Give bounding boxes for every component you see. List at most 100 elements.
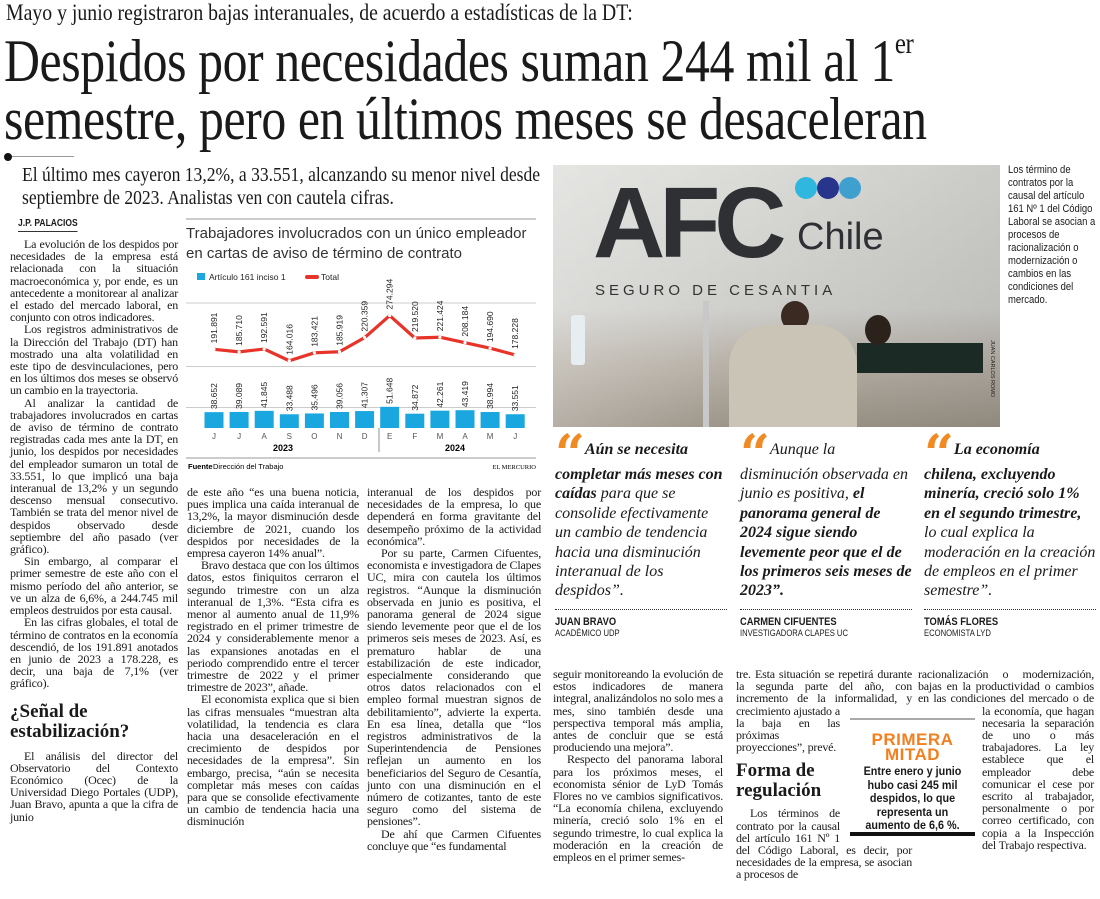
fact-box-title-2: MITAD — [884, 745, 941, 764]
total-value-label: 274.294 — [385, 279, 395, 310]
bar — [505, 414, 525, 428]
x-tick-label: N — [337, 432, 343, 441]
total-value-label: 194.690 — [485, 311, 495, 342]
pull-quote-flores: “La economía chilena, excluyendo minería… — [924, 429, 1096, 638]
total-value-label: 219.520 — [410, 301, 420, 332]
deck: El último mes cayeron 13,2%, a 33.551, a… — [22, 165, 541, 209]
logo-dot-icon — [817, 177, 839, 199]
bar — [279, 414, 299, 428]
bar-value-label: 41.845 — [259, 382, 269, 408]
article-column-1: La evolución de los despidos por necesid… — [10, 238, 178, 823]
logo-dot-icon — [839, 177, 861, 199]
quote-italic: lo cual explica la moderación en la crea… — [924, 524, 1096, 600]
year-label-2023: 2023 — [273, 443, 293, 453]
quote-italic: para que se consolide efectivamente un c… — [555, 485, 709, 600]
bar-value-label: 41.307 — [360, 382, 370, 408]
x-tick-label: J — [237, 432, 241, 441]
total-point — [513, 353, 517, 357]
total-value-label: 185.919 — [335, 315, 345, 346]
pull-quote-bravo: “Aún se necesita completar más meses con… — [555, 429, 727, 638]
x-tick-label: O — [311, 432, 317, 441]
bar-value-label: 38.994 — [485, 383, 495, 409]
quote-author: CARMEN CIFUENTES — [740, 615, 837, 628]
bar-value-label: 51.648 — [385, 378, 395, 404]
paragraph: En las cifras globales, el total de térm… — [10, 615, 178, 691]
bar-value-label: 42.261 — [435, 381, 445, 407]
chart: Trabajadores involucrados con un único e… — [180, 215, 540, 475]
paragraph: El análisis del director del Observatori… — [10, 748, 178, 824]
chart-svg: Trabajadores involucrados con un único e… — [186, 218, 536, 471]
source-label: Fuente — [188, 462, 213, 471]
legend-line-label: Total — [321, 272, 339, 282]
quote-bold: el panorama general de 2024 sigue siendo… — [740, 485, 912, 600]
paragraph: de este año “es una buena noticia, pues … — [187, 485, 359, 561]
afc-logo-text: AFC — [593, 167, 787, 279]
quote-bold: La economía chilena, excluyendo minería,… — [924, 441, 1082, 522]
quote-attribution: CARMEN CIFUENTES INVESTIGADORA CLAPES UC — [740, 608, 912, 638]
bar — [229, 411, 249, 428]
logo-dot-icon — [795, 177, 817, 199]
source-text: Dirección del Trabajo — [213, 462, 283, 471]
total-point — [212, 347, 216, 351]
fact-box-title-1: PRIMERA — [871, 730, 954, 749]
total-point — [312, 351, 316, 355]
x-tick-label: A — [262, 432, 268, 441]
paragraph: Por su parte, Carmen Cifuentes, economis… — [367, 546, 541, 829]
bar — [355, 411, 375, 428]
article-column-6: racionalización o modernización, bajas e… — [918, 668, 1094, 851]
total-value-label: 185.710 — [234, 315, 244, 346]
total-point — [388, 313, 392, 318]
monitor — [857, 343, 983, 373]
photo-caption: Los término de contratos por la causal d… — [1008, 164, 1096, 306]
subhead: ¿Señal de estabilización? — [10, 700, 130, 742]
total-value-label: 220.359 — [360, 301, 370, 332]
paragraph: La evolución de los despidos por necesid… — [10, 237, 178, 325]
bar — [204, 412, 224, 428]
bar-value-label: 38.652 — [209, 383, 219, 409]
article-column-3: interanual de los despidos por necesidad… — [367, 486, 541, 852]
x-tick-label: M — [487, 432, 494, 441]
paragraph: seguir monitoreando la evolución de esto… — [553, 667, 723, 755]
quote-text: “La economía chilena, excluyendo minería… — [924, 429, 1096, 601]
bar — [405, 413, 425, 428]
bar-value-label: 33.488 — [284, 385, 294, 411]
total-point — [438, 335, 442, 339]
x-tick-label: J — [212, 432, 216, 441]
chart-title-line-2: en cartas de aviso de término de contrat… — [186, 245, 462, 262]
year-label-2024: 2024 — [445, 443, 465, 453]
fact-box-body: Entre enero y junio hubo casi 245 mil de… — [863, 764, 962, 832]
quote-author: TOMÁS FLORES — [924, 615, 999, 628]
total-point — [463, 341, 467, 345]
total-point — [287, 359, 291, 363]
logo-sub-text: Chile — [797, 216, 884, 258]
paragraph: El economista explica que si bien las ci… — [187, 692, 359, 829]
divider-dot — [4, 153, 12, 161]
paragraph: interanual de los despidos por necesidad… — [367, 485, 541, 548]
bar — [330, 411, 349, 428]
paragraph: Bravo destaca que con los últimos datos,… — [187, 558, 359, 695]
photo-afc-office: AFC Chile SEGURO DE CESANTIA JUAN CARLOS… — [553, 165, 1000, 427]
x-tick-label: S — [287, 432, 292, 441]
total-value-label: 191.891 — [209, 312, 219, 343]
paragraph: Los términos de contrato por la causal d… — [736, 806, 912, 882]
quote-attribution: JUAN BRAVO ACADÉMICO UDP — [555, 608, 727, 638]
glass-divider — [703, 301, 709, 427]
clerk-head — [865, 315, 891, 345]
quote-italic: Aunque la disminución observada en junio… — [740, 441, 908, 503]
bar — [455, 410, 475, 428]
total-value-label: 221.424 — [435, 300, 445, 331]
fact-box-primera-mitad: PRIMERA MITAD Entre enero y junio hubo c… — [850, 718, 975, 836]
total-point — [337, 350, 342, 354]
bar-value-label: 33.551 — [510, 385, 520, 411]
paragraph: Sin embargo, al comparar el primer semes… — [10, 554, 178, 618]
x-tick-label: F — [412, 432, 417, 441]
bar-value-label: 39.056 — [335, 383, 345, 409]
kicker: Mayo y junio registraron bajas interanua… — [6, 0, 633, 25]
article-column-5: tre. Esta situación se repetirá durante … — [736, 668, 912, 881]
paragraph: Al analizar la cantidad de trabajadores … — [10, 395, 178, 557]
article-column-2: de este año “es una buena noticia, pues … — [187, 486, 359, 828]
legend-bar-swatch — [197, 273, 205, 280]
total-point — [413, 336, 417, 340]
total-value-label: 164.016 — [284, 324, 294, 355]
